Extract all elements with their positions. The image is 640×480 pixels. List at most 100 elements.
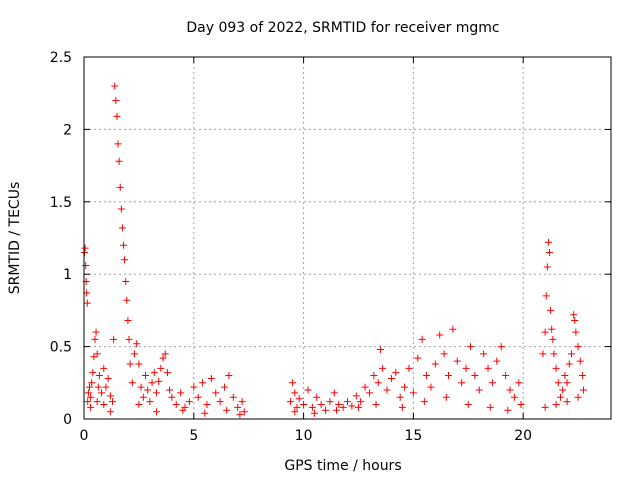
data-point (118, 224, 126, 232)
data-point (563, 379, 571, 387)
data-point (229, 393, 237, 401)
data-point (453, 357, 461, 365)
x-tick-label: 10 (295, 428, 313, 444)
data-point (121, 256, 129, 264)
data-point (137, 383, 145, 391)
data-point (84, 389, 92, 397)
data-point (574, 343, 582, 351)
y-tick-label: 0.5 (50, 340, 72, 356)
data-point (436, 331, 444, 339)
data-point (431, 360, 439, 368)
data-point (550, 350, 558, 358)
data-point (185, 398, 193, 406)
data-point (372, 401, 380, 409)
data-point (125, 335, 133, 343)
data-point (144, 386, 152, 394)
data-point (556, 393, 564, 401)
data-point (480, 350, 488, 358)
data-point (308, 403, 316, 411)
data-point (293, 403, 301, 411)
data-point (567, 350, 575, 358)
data-point (510, 393, 518, 401)
data-point (100, 401, 108, 409)
data-point (126, 360, 134, 368)
data-point (81, 244, 89, 252)
data-point (317, 401, 325, 409)
data-point (418, 335, 426, 343)
data-point (475, 386, 483, 394)
data-point (91, 335, 99, 343)
data-point (396, 393, 404, 401)
data-point (155, 377, 163, 385)
data-point (161, 350, 169, 358)
data-point (148, 379, 156, 387)
data-point (159, 354, 167, 362)
data-point (216, 398, 224, 406)
data-point (93, 398, 101, 406)
data-point (172, 401, 180, 409)
data-point (102, 383, 110, 391)
data-point (572, 328, 580, 336)
data-point (150, 369, 158, 377)
data-point (313, 393, 321, 401)
data-point (100, 364, 108, 372)
data-point (357, 398, 365, 406)
x-tick-label: 20 (514, 428, 532, 444)
data-point (135, 401, 143, 409)
data-point (542, 292, 550, 300)
y-axis-label: SRMTID / TECUs (7, 182, 23, 295)
data-point (152, 408, 160, 416)
data-point (234, 403, 242, 411)
data-point (370, 372, 378, 380)
y-tick-label: 1 (63, 267, 72, 283)
data-point (348, 402, 356, 410)
data-point (311, 409, 319, 417)
data-point (225, 372, 233, 380)
data-point (291, 389, 299, 397)
data-point (552, 401, 560, 409)
data-point (517, 401, 525, 409)
data-point (194, 393, 202, 401)
data-point (203, 401, 211, 409)
data-point (300, 401, 308, 409)
data-point (344, 398, 351, 406)
data-point (339, 403, 347, 411)
data-point (190, 383, 198, 391)
data-point (114, 140, 122, 148)
data-point (240, 408, 248, 416)
data-point (565, 360, 573, 368)
data-point (515, 379, 523, 387)
data-point (541, 328, 549, 336)
data-point (409, 389, 417, 397)
data-point (90, 353, 98, 361)
data-point (576, 357, 584, 365)
data-point (543, 263, 551, 271)
data-point (128, 379, 136, 387)
data-point (502, 372, 510, 380)
data-point (95, 372, 103, 380)
data-point (554, 379, 562, 387)
data-point (464, 401, 472, 409)
x-tick-label: 5 (189, 428, 198, 444)
data-point (361, 383, 369, 391)
data-point (405, 364, 413, 372)
data-point (88, 379, 96, 387)
data-point (106, 392, 114, 400)
data-point (286, 398, 294, 406)
data-point (486, 403, 494, 411)
data-point (157, 364, 165, 372)
data-point (354, 403, 362, 411)
data-point (335, 401, 343, 409)
data-point (304, 386, 312, 394)
data-point (445, 372, 453, 380)
axis-ticks: 0 5 10 15 20 0 0.5 1 1.5 2 2.5 (50, 50, 611, 444)
data-point (414, 354, 422, 362)
data-point (152, 389, 160, 397)
data-point (449, 325, 457, 333)
data-point (462, 364, 470, 372)
data-point (94, 383, 102, 391)
data-point (563, 398, 571, 406)
data-point (141, 372, 149, 380)
data-point (326, 398, 334, 406)
data-point (420, 398, 428, 406)
